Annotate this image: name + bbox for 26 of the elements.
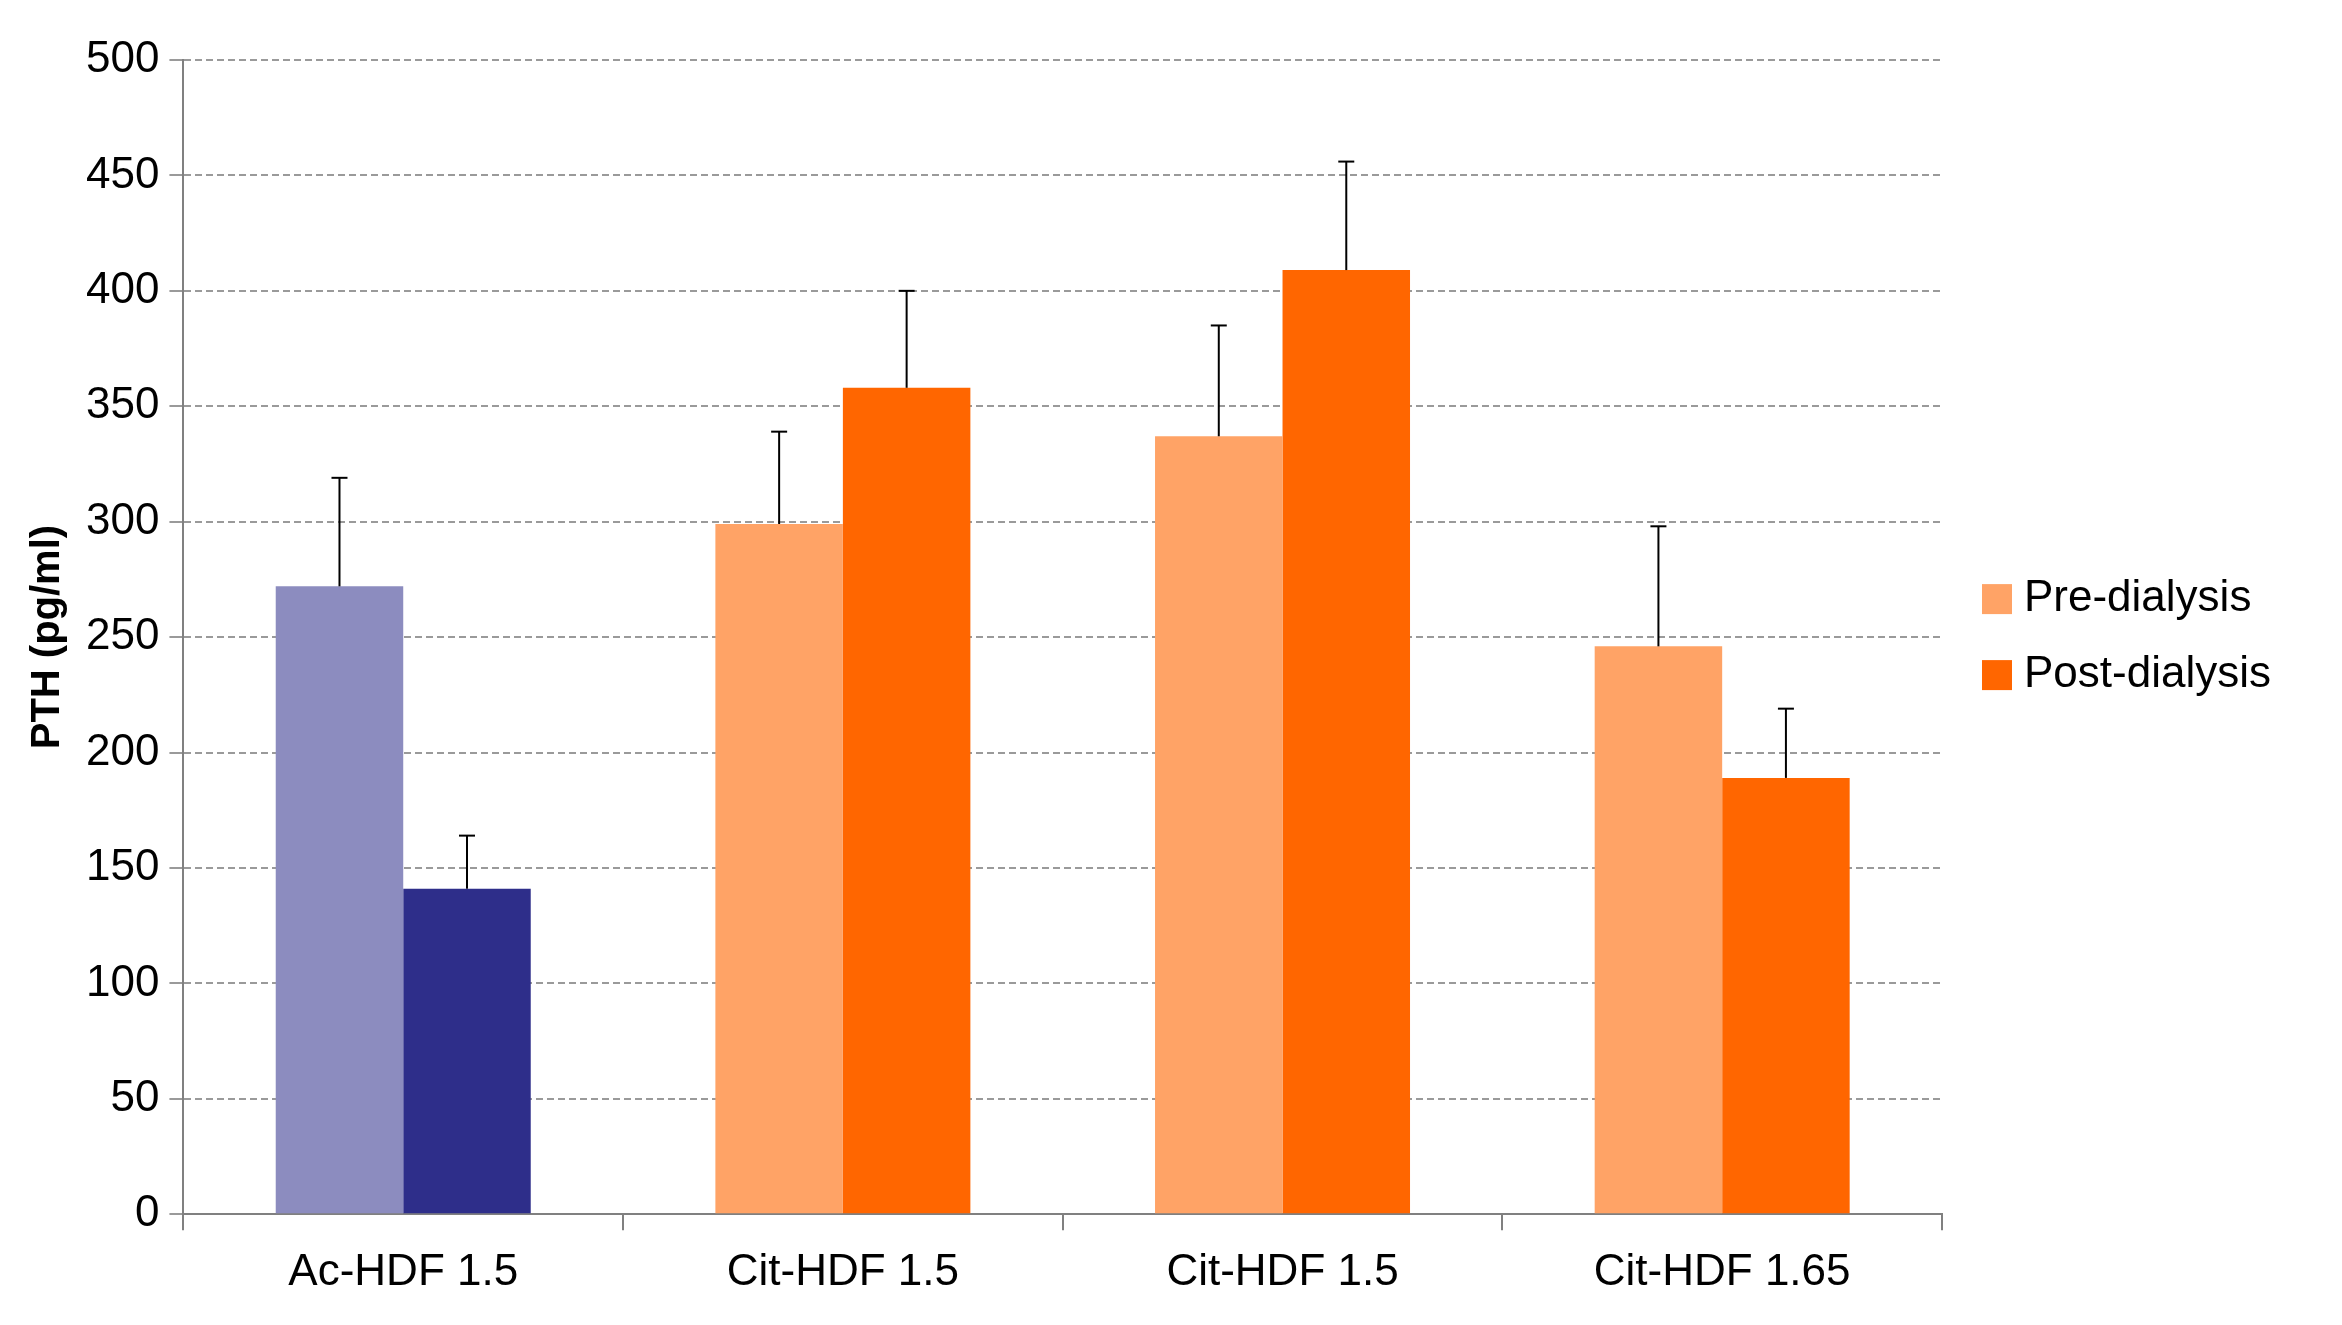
y-tick-label: 150 <box>85 840 160 890</box>
bar <box>842 387 971 1214</box>
y-tick-label: 450 <box>85 147 160 197</box>
y-axis-title: PTH (pg/ml) <box>23 524 68 750</box>
y-tick-label: 250 <box>85 609 160 659</box>
legend-label: Pre-dialysis <box>2024 571 2252 621</box>
x-tick-label: Cit-HDF 1.5 <box>726 1244 960 1294</box>
bar <box>1594 646 1723 1214</box>
y-tick-label: 0 <box>134 1186 160 1236</box>
y-tick-label: 200 <box>85 724 160 774</box>
bar <box>275 586 404 1214</box>
x-tick-label: Cit-HDF 1.5 <box>1166 1244 1399 1294</box>
bar <box>1722 777 1850 1214</box>
y-tick-label: 100 <box>85 955 160 1005</box>
bar <box>403 888 531 1214</box>
x-tick-label: Ac-HDF 1.5 <box>288 1244 519 1294</box>
bar <box>715 523 843 1214</box>
y-tick-label: 350 <box>85 378 160 428</box>
y-tick-label: 400 <box>85 262 160 312</box>
y-tick-label: 500 <box>85 32 160 82</box>
x-tick-label: Cit-HDF 1.65 <box>1593 1244 1851 1294</box>
bar <box>1282 270 1411 1214</box>
y-tick-label: 50 <box>110 1070 160 1120</box>
legend-label: Post-dialysis <box>2024 647 2271 697</box>
bar <box>1155 436 1283 1214</box>
y-tick-label: 300 <box>85 493 160 543</box>
